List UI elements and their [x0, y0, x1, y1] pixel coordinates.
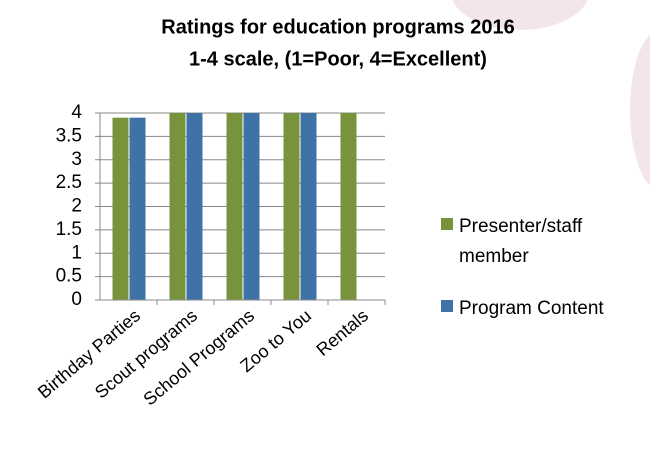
chart-title: Ratings for education programs 2016 [161, 16, 514, 38]
x-tick-label: Birthday Parties [34, 305, 144, 402]
bar [243, 113, 260, 300]
bar [186, 113, 203, 300]
y-tick-label: 3.5 [56, 125, 82, 146]
bar [129, 117, 146, 300]
legend-swatch [441, 218, 453, 230]
decoration [630, 34, 650, 186]
bar [169, 113, 186, 300]
y-tick-label: 3 [71, 149, 82, 170]
bar [283, 113, 300, 300]
legend-label: Program Content [459, 298, 604, 319]
legend-label: Presenter/staff member [459, 216, 583, 267]
y-tick-label: 4 [71, 102, 82, 123]
chart-subtitle: 1-4 scale, (1=Poor, 4=Excellent) [189, 48, 487, 70]
x-tick-label: Rentals [313, 305, 373, 360]
bar [112, 117, 129, 300]
y-tick-label: 1.5 [56, 219, 82, 240]
decoration [452, 0, 588, 30]
y-tick-label: 2 [71, 196, 82, 217]
y-tick-label: 0 [71, 289, 82, 310]
bar [226, 113, 243, 300]
legend-swatch [441, 300, 453, 312]
bar [340, 113, 357, 300]
legend-item: Presenter/staff member [441, 212, 646, 272]
y-tick-label: 2.5 [56, 172, 82, 193]
y-tick-label: 0.5 [56, 266, 82, 287]
y-tick-label: 1 [71, 242, 82, 263]
legend-item: Program Content [441, 294, 646, 324]
bar [300, 113, 317, 300]
